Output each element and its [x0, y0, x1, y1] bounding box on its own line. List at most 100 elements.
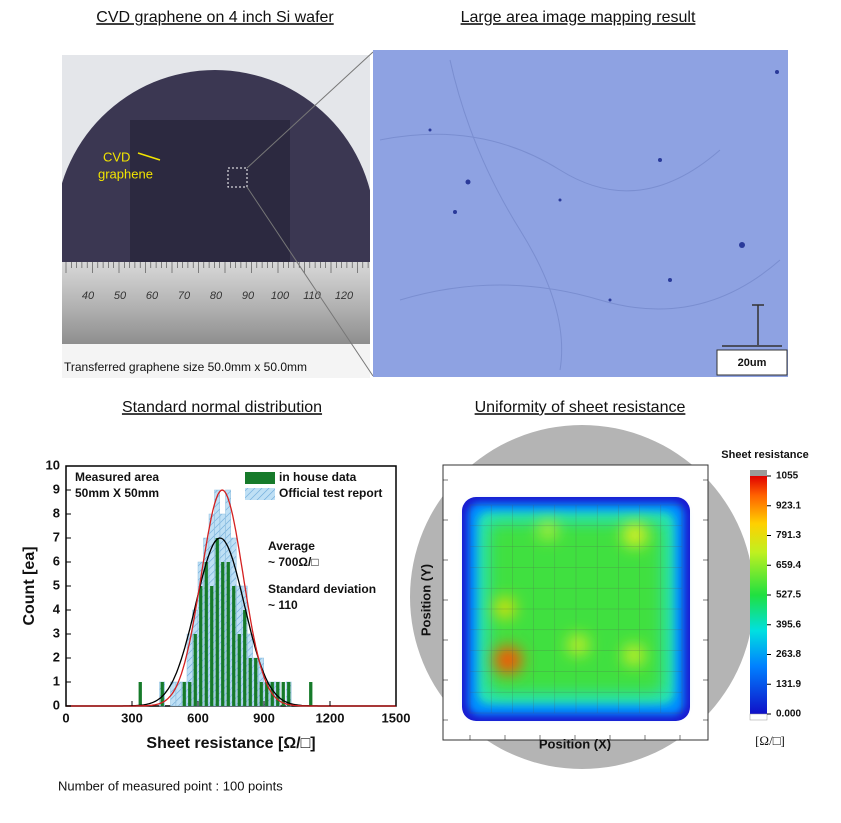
micrograph-wrinkles	[379, 59, 781, 371]
y-tick-label: 5	[53, 577, 60, 592]
ruler-ticks: 40 50 60 70 80 90 100 110 120	[65, 262, 369, 302]
x-tick-label: 1500	[382, 710, 411, 725]
ruler-label: 100	[271, 290, 290, 302]
y-tick-label: 7	[53, 529, 60, 544]
bar	[204, 562, 208, 706]
bar	[182, 682, 186, 706]
y-tick-label: 9	[53, 481, 60, 496]
y-axis-label: Count [ea]	[21, 546, 38, 625]
bar	[232, 586, 236, 706]
panel-title: CVD graphene on 4 inch Si wafer	[96, 9, 334, 26]
ruler-label: 70	[178, 290, 191, 302]
colorbar-tick-label: 131.9	[776, 679, 801, 690]
bar	[193, 634, 197, 706]
annotation: ~ 700Ω/□	[268, 555, 319, 569]
photo-label: CVD	[103, 149, 130, 164]
legend-swatch	[245, 488, 275, 500]
bar	[287, 682, 291, 706]
bar	[237, 634, 241, 706]
fit-curve	[66, 489, 396, 707]
panel-title: Large area image mapping result	[461, 9, 696, 26]
y-tick-label: 8	[53, 505, 60, 520]
ruler-label: 120	[335, 290, 354, 302]
ruler-label: 90	[242, 290, 255, 302]
y-tick-label: 4	[53, 601, 61, 616]
y-tick-label: 3	[53, 625, 60, 640]
bar	[281, 682, 285, 706]
bar	[276, 682, 280, 706]
y-tick-label: 1	[53, 673, 60, 688]
photo-label: graphene	[98, 166, 153, 181]
ruler-label: 110	[303, 290, 321, 302]
legend-swatch	[245, 472, 275, 484]
colorbar-tick-label: 527.5	[776, 590, 801, 601]
footer: Number of measured point : 100 points	[58, 778, 283, 793]
colorbar-cap	[749, 713, 768, 721]
x-tick-label: 1200	[316, 710, 345, 725]
bar	[265, 682, 269, 706]
micrograph	[373, 50, 788, 377]
legend-label: in house data	[279, 470, 357, 484]
y-tick-label: 0	[53, 697, 60, 712]
x-axis-label: Sheet resistance [Ω/□]	[146, 735, 315, 752]
y-tick-label: 10	[46, 457, 60, 472]
annotation: Standard deviation	[268, 582, 376, 596]
bar	[226, 562, 230, 706]
bar	[138, 682, 142, 706]
colorbar	[750, 476, 767, 714]
colorbar-cap	[750, 470, 767, 476]
x-tick-label: 900	[253, 710, 275, 725]
x-tick-label: 300	[121, 710, 143, 725]
histogram: 0 300 600 900 1200 1500 0 1 2 3 4 5 6 7 8 9 10 Sheet resi…	[21, 457, 410, 752]
bar	[199, 586, 203, 706]
scale-label: 20um	[738, 357, 767, 369]
chart-title: Standard normal distribution	[122, 399, 322, 416]
arrow	[137, 152, 161, 161]
wafer-photo	[62, 55, 370, 378]
bar	[221, 562, 225, 706]
bar	[254, 658, 258, 706]
ruler-label: 80	[210, 290, 223, 302]
x-tick-label: 0	[62, 710, 69, 725]
micrograph-spots	[428, 70, 779, 302]
x-tick-label: 600	[187, 710, 209, 725]
colorbar-tick-label: 923.1	[776, 500, 801, 511]
legend-label: Official test report	[279, 486, 382, 500]
bar	[210, 586, 214, 706]
colorbar-title: Sheet resistance	[721, 449, 808, 461]
chart-title: Uniformity of sheet resistance	[475, 399, 686, 416]
colorbar-tick-label: 0.000	[776, 709, 801, 720]
y-axis-label: Position (Y)	[418, 564, 433, 636]
uniformity-map	[410, 425, 754, 769]
ruler-label: 50	[114, 290, 127, 302]
colorbar-unit: [Ω/□]	[755, 733, 785, 748]
bar	[248, 658, 252, 706]
ruler-label: 60	[146, 290, 159, 302]
caption: Transferred graphene size 50.0mm x 50.0m…	[64, 360, 307, 374]
zoom-line	[246, 186, 374, 377]
colorbar-tick-label: 659.4	[776, 560, 801, 571]
annotation: ~ 110	[268, 598, 298, 612]
colorbar-tick-label: 263.8	[776, 649, 801, 660]
x-axis-label: Position (X)	[539, 736, 611, 751]
annotation: 50mm X 50mm	[75, 486, 159, 500]
bar	[188, 682, 192, 706]
ruler-label: 40	[82, 290, 95, 302]
scale-box	[716, 349, 788, 376]
colorbar-tick-label: 791.3	[776, 530, 801, 541]
y-tick-label: 6	[53, 553, 60, 568]
bar	[309, 682, 313, 706]
annotation: Average	[268, 539, 315, 553]
colorbar-tick-label: 395.6	[776, 619, 801, 630]
bar	[215, 538, 219, 706]
colorbar-tick-label: 1055	[776, 471, 799, 482]
bar	[259, 682, 263, 706]
bar	[160, 682, 164, 706]
zoom-line	[246, 51, 374, 169]
bar	[170, 681, 176, 707]
zoom-box	[227, 167, 248, 188]
annotation: Measured area	[75, 470, 159, 484]
y-tick-label: 2	[53, 649, 60, 664]
bar	[243, 610, 247, 706]
